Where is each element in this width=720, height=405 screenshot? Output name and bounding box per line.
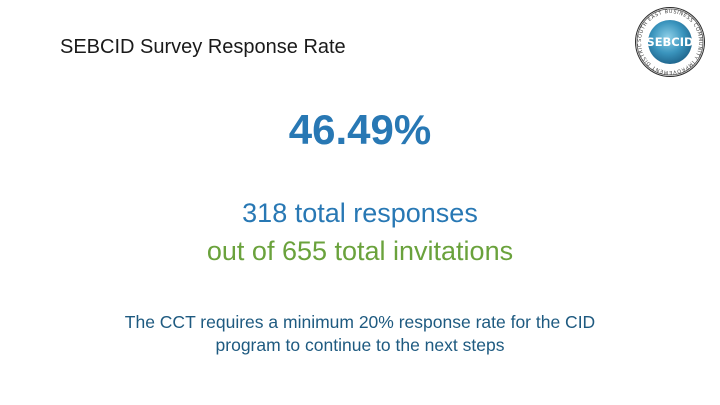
- logo-text: SEBCID: [646, 35, 693, 49]
- response-rate-value: 46.49%: [288, 106, 432, 153]
- total-responses-text: 318 total responses: [242, 198, 478, 228]
- sebcid-seal-logo-icon: SOUTH EAST BUSINESS COMMUNITY IMPROVEMEN…: [634, 6, 705, 77]
- slide-title: SEBCID Survey Response Rate: [60, 36, 346, 58]
- total-invitations-text: out of 655 total invitations: [206, 236, 514, 266]
- requirement-note: The CCT requires a minimum 20% response …: [124, 312, 596, 355]
